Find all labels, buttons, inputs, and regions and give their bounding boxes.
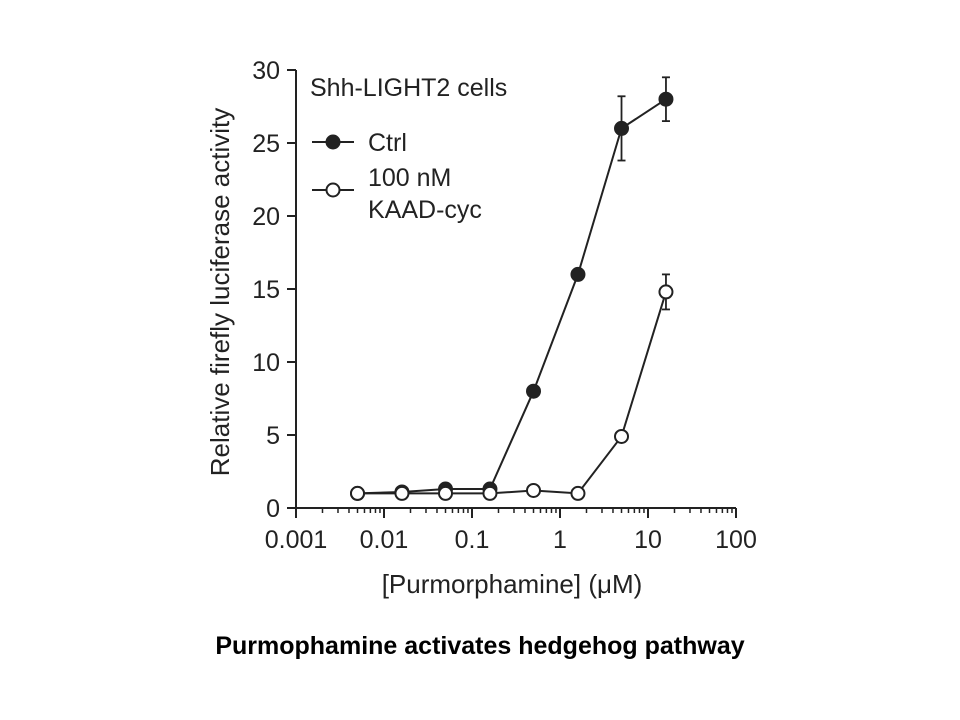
chart-title: Shh-LIGHT2 cells xyxy=(310,74,507,102)
legend-label: Ctrl xyxy=(368,129,407,157)
series-line xyxy=(357,291,667,495)
y-axis-label: Relative firefly luciferase activity xyxy=(205,108,235,476)
data-point xyxy=(394,485,410,501)
x-tick-label: 0.001 xyxy=(265,526,328,554)
y-tick-label: 30 xyxy=(252,57,280,85)
y-tick-label: 25 xyxy=(252,130,280,158)
x-axis-label: [Purmorphamine] (μM) xyxy=(382,569,643,599)
data-point xyxy=(482,485,498,501)
data-point xyxy=(526,482,542,498)
figure-caption: Purmophamine activates hedgehog pathway xyxy=(215,632,745,660)
legend-label: KAAD-cyc xyxy=(368,196,482,224)
x-tick-label: 10 xyxy=(634,526,662,554)
x-axis: 0.001 0.01 0.1 1 10 100 xyxy=(265,507,757,554)
y-tick-label: 0 xyxy=(266,495,280,523)
x-tick-label: 0.01 xyxy=(360,526,409,554)
legend-label: 100 nM xyxy=(368,164,451,192)
y-tick-label: 10 xyxy=(252,349,280,377)
data-point xyxy=(658,284,674,300)
x-tick-label: 0.1 xyxy=(455,526,490,554)
legend: Ctrl 100 nM KAAD-cyc xyxy=(312,129,482,224)
legend-marker xyxy=(325,134,341,150)
x-tick-label: 100 xyxy=(715,526,757,554)
series-layer xyxy=(350,76,674,501)
data-point xyxy=(614,120,630,136)
legend-marker xyxy=(325,182,341,198)
y-tick-label: 20 xyxy=(252,203,280,231)
data-point xyxy=(658,91,674,107)
data-point xyxy=(614,428,630,444)
data-point xyxy=(350,485,366,501)
y-tick-label: 5 xyxy=(266,422,280,450)
y-tick-label: 15 xyxy=(252,276,280,304)
data-point xyxy=(570,485,586,501)
data-point xyxy=(438,485,454,501)
data-point xyxy=(570,266,586,282)
series-2 xyxy=(350,273,674,501)
chart: 0 5 10 15 20 25 30 0.001 0.01 0.1 1 10 100 Shh-LIGH… xyxy=(205,57,757,599)
x-tick-label: 1 xyxy=(553,526,567,554)
data-point xyxy=(526,383,542,399)
y-axis: 0 5 10 15 20 25 30 xyxy=(252,57,297,523)
